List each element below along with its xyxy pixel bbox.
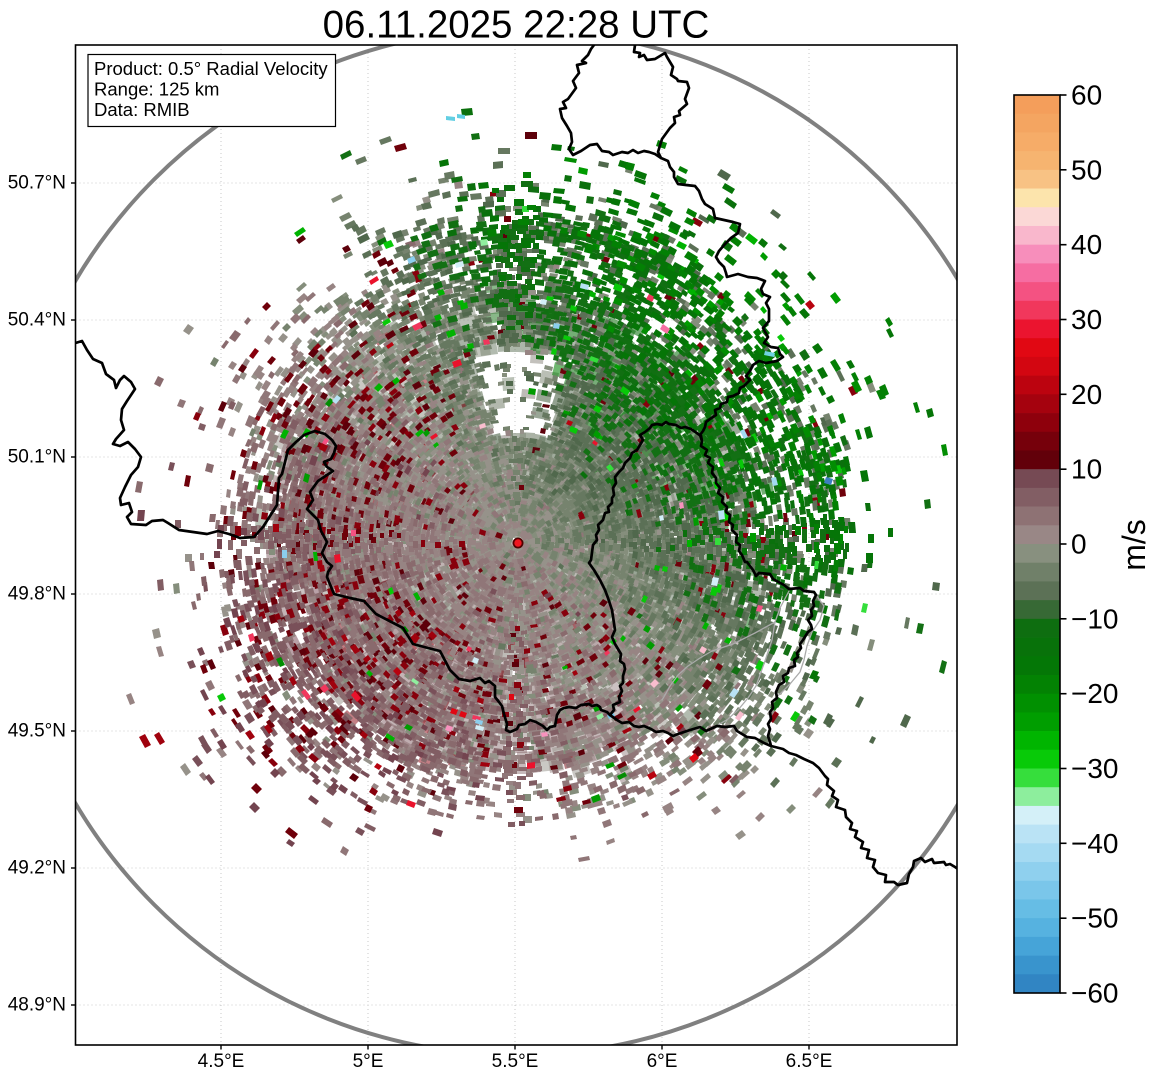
svg-text:−10: −10 bbox=[1071, 603, 1119, 634]
svg-text:49.5°N: 49.5°N bbox=[8, 721, 66, 742]
svg-text:50: 50 bbox=[1071, 154, 1102, 185]
svg-text:40: 40 bbox=[1071, 229, 1102, 260]
svg-text:0: 0 bbox=[1071, 529, 1087, 560]
svg-text:−30: −30 bbox=[1071, 753, 1119, 784]
svg-text:49.2°N: 49.2°N bbox=[8, 858, 66, 879]
svg-text:6.5°E: 6.5°E bbox=[786, 1051, 833, 1072]
svg-text:Data: RMIB: Data: RMIB bbox=[94, 99, 190, 120]
svg-text:−60: −60 bbox=[1071, 978, 1119, 1009]
svg-text:06.11.2025 22:28 UTC: 06.11.2025 22:28 UTC bbox=[323, 4, 710, 47]
svg-text:30: 30 bbox=[1071, 304, 1102, 335]
svg-text:50.7°N: 50.7°N bbox=[8, 173, 66, 194]
svg-text:50.4°N: 50.4°N bbox=[8, 310, 66, 331]
svg-text:−20: −20 bbox=[1071, 678, 1119, 709]
svg-text:m/s: m/s bbox=[1116, 519, 1152, 571]
svg-text:−40: −40 bbox=[1071, 828, 1119, 859]
svg-text:48.9°N: 48.9°N bbox=[8, 995, 66, 1016]
svg-text:−50: −50 bbox=[1071, 903, 1119, 934]
svg-text:5.5°E: 5.5°E bbox=[492, 1051, 539, 1072]
svg-text:Range: 125 km: Range: 125 km bbox=[94, 79, 219, 100]
svg-text:49.8°N: 49.8°N bbox=[8, 584, 66, 605]
svg-text:6°E: 6°E bbox=[647, 1051, 678, 1072]
svg-text:20: 20 bbox=[1071, 379, 1102, 410]
svg-text:50.1°N: 50.1°N bbox=[8, 447, 66, 468]
svg-text:10: 10 bbox=[1071, 454, 1102, 485]
svg-text:60: 60 bbox=[1071, 80, 1102, 111]
svg-text:Product: 0.5° Radial Velocity: Product: 0.5° Radial Velocity bbox=[94, 58, 328, 79]
svg-text:4.5°E: 4.5°E bbox=[198, 1051, 245, 1072]
svg-text:5°E: 5°E bbox=[353, 1051, 384, 1072]
